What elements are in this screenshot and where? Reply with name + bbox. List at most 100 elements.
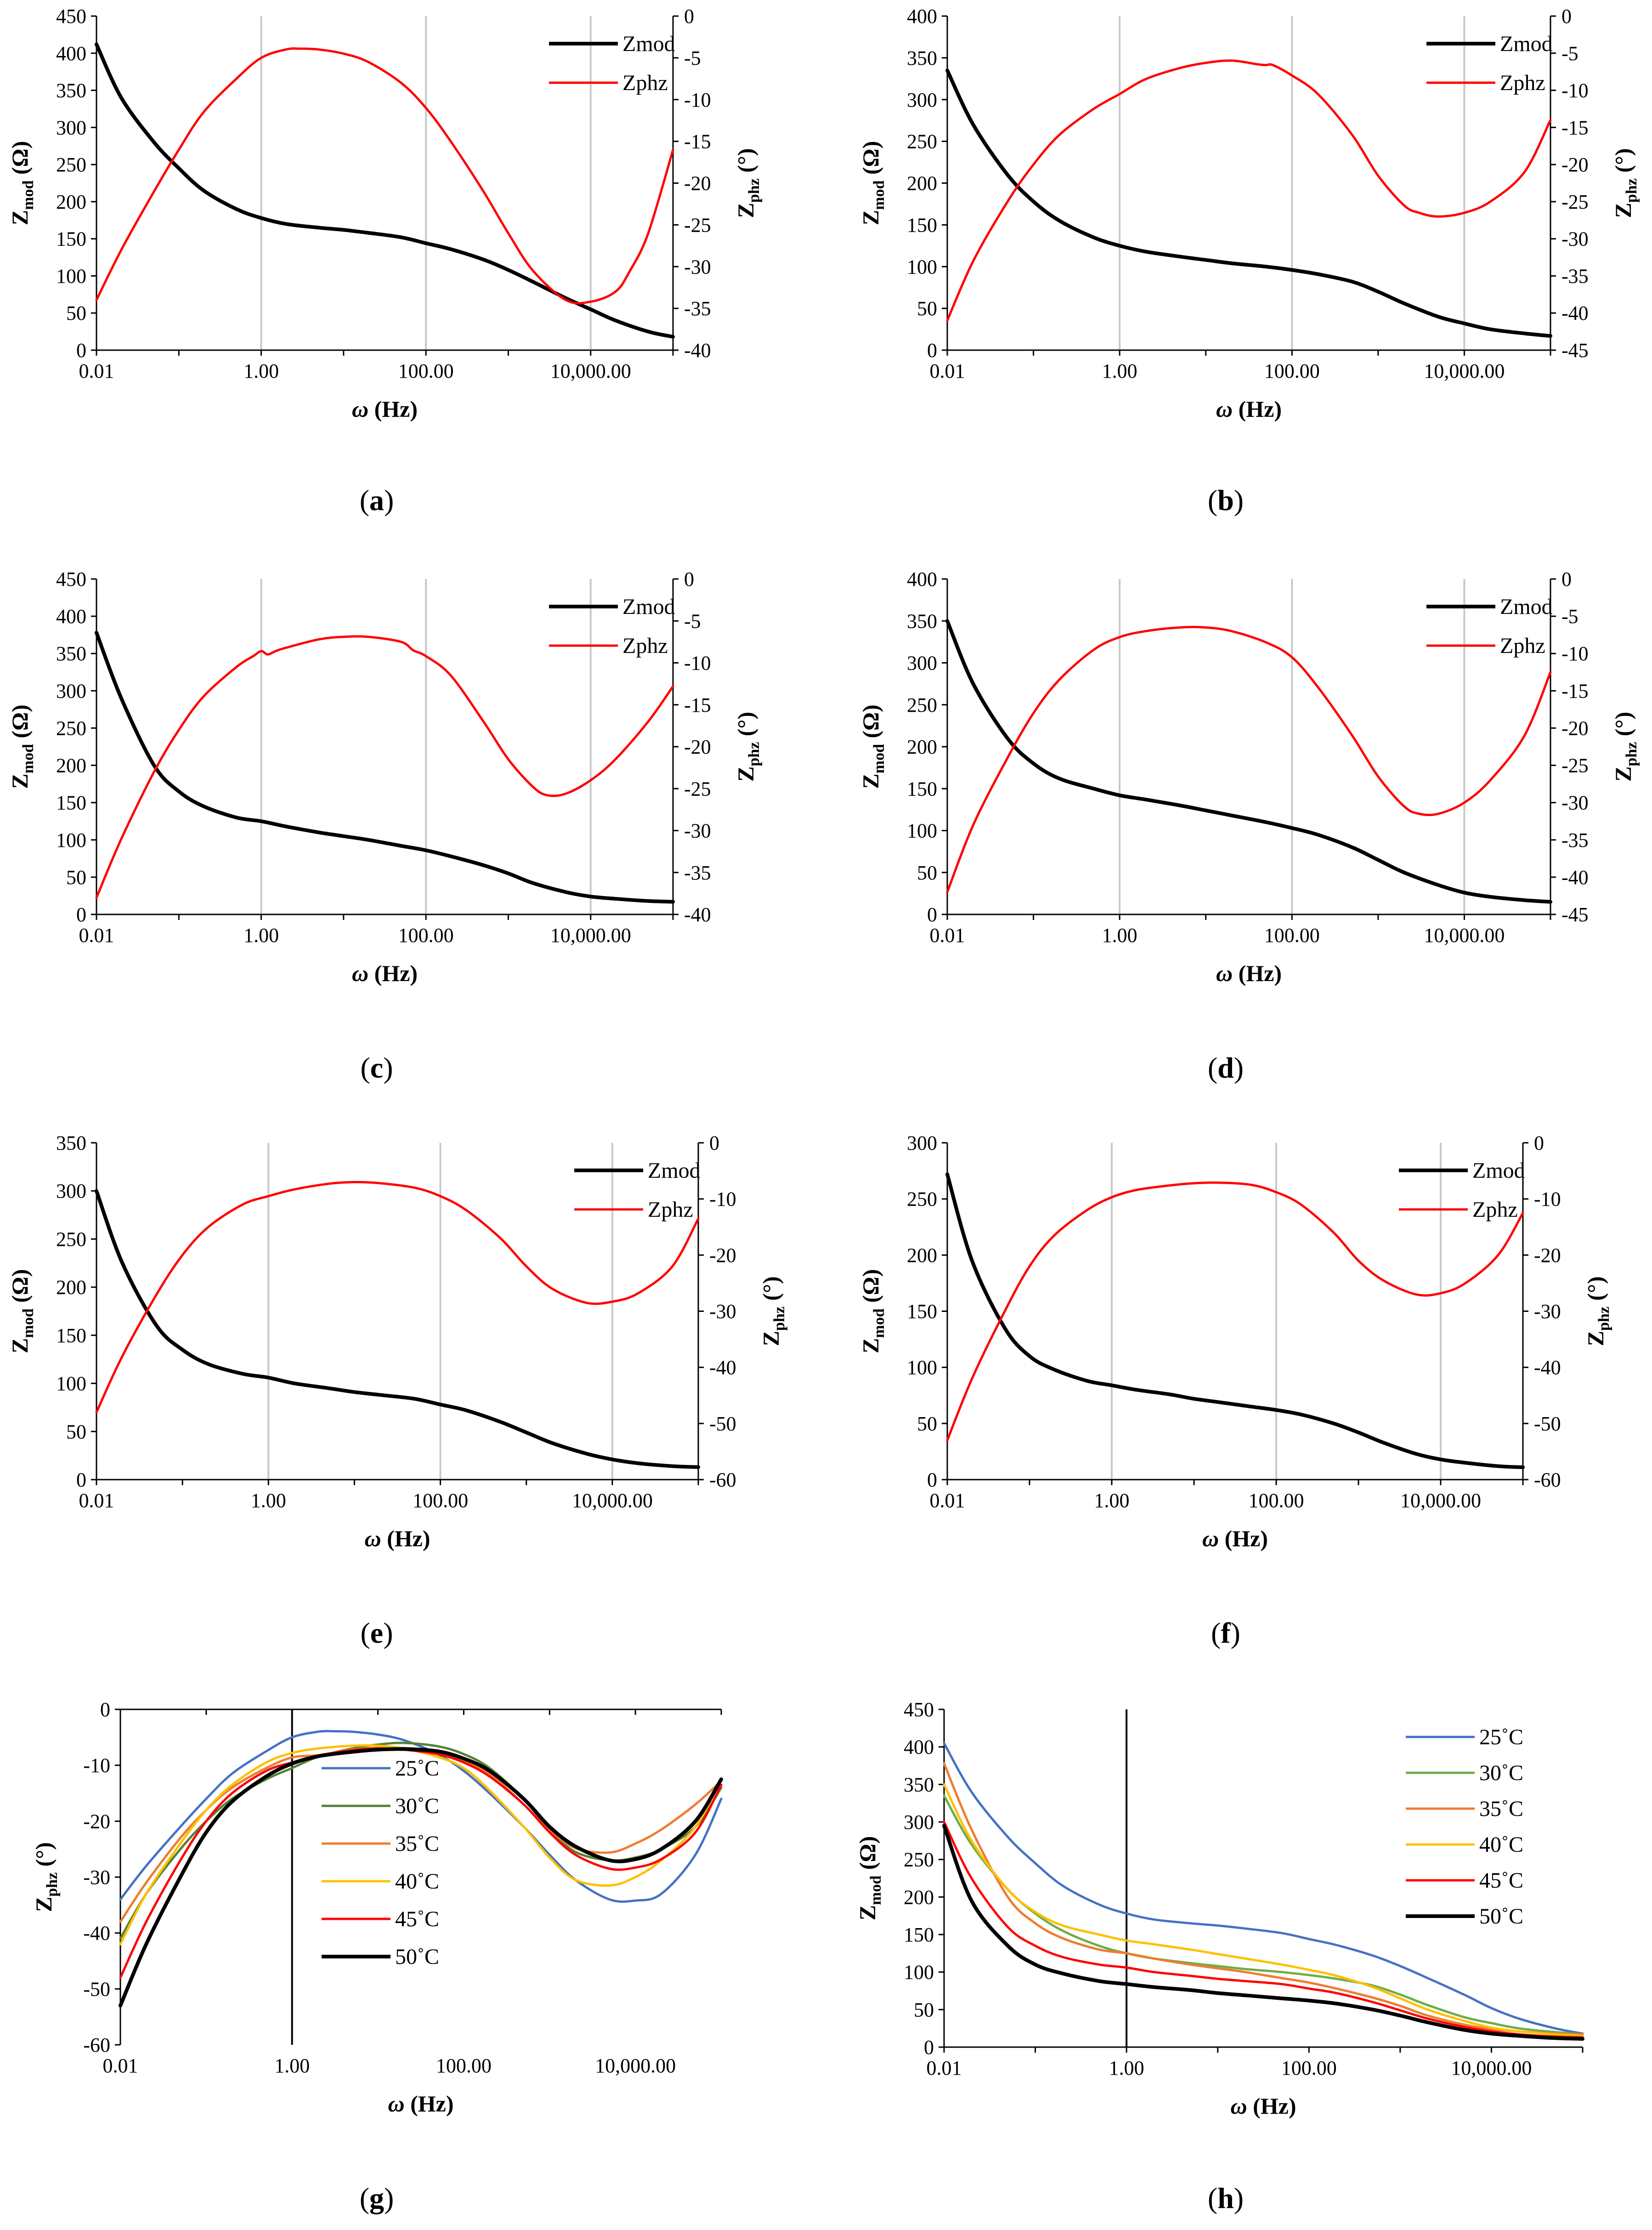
series-line-1: [945, 68, 1552, 338]
x-tick-label: 100.00: [413, 1489, 468, 1512]
series-line-5: [943, 1821, 1584, 2039]
y-tick-label: 50: [917, 1413, 937, 1435]
y2-tick-label: 0: [684, 568, 694, 590]
y-tick-label: 250: [907, 694, 937, 716]
legend: Zmod Zphz: [549, 595, 675, 658]
y-tick-label: 200: [904, 1886, 934, 1908]
legend-label: Zphz: [622, 71, 668, 95]
y2-tick-label: -25: [684, 777, 711, 800]
y-tick-label: 300: [907, 1132, 937, 1154]
y-tick-label: 350: [907, 47, 937, 69]
y2-tick-label: -25: [1561, 755, 1589, 777]
x-axis-label: ω (Hz): [352, 960, 418, 986]
y2-axis-label: Zphz (°): [1583, 1276, 1612, 1346]
y-tick-label: 350: [904, 1773, 934, 1796]
y2-tick-label: -15: [1561, 680, 1589, 702]
series-line-2: [946, 59, 1552, 322]
legend-label: 45˚C: [395, 1907, 439, 1931]
y2-tick-label: -20: [1534, 1244, 1561, 1266]
y2-tick-label: -30: [709, 1300, 736, 1323]
series-line-1: [95, 630, 675, 904]
legend-label: Zphz: [1500, 634, 1545, 658]
legend: Zmod Zphz: [1399, 1158, 1525, 1222]
x-tick-label: 1.00: [243, 924, 279, 947]
x-axis-label: ω (Hz): [1216, 396, 1282, 422]
y2-tick-label: -40: [684, 339, 711, 362]
y-tick-label: 400: [904, 1736, 934, 1759]
y2-tick-label: -60: [1534, 1469, 1561, 1491]
legend-label: Zmod: [648, 1158, 701, 1183]
y2-tick-label: -50: [709, 1413, 736, 1435]
panel-caption: (b): [1208, 484, 1244, 516]
legend-label: 30˚C: [395, 1794, 439, 1818]
x-tick-label: 0.01: [79, 1489, 114, 1512]
legend-label: Zmod: [1500, 32, 1553, 56]
y-tick-label: 350: [56, 1132, 86, 1154]
y2-tick-label: -40: [1561, 302, 1589, 324]
y-tick-label: 250: [907, 1188, 937, 1210]
y-tick-label: 400: [56, 42, 86, 65]
y-axis-label: Zmod (Ω): [854, 1836, 884, 1920]
y-tick-label: 350: [56, 79, 86, 102]
x-tick-label: 0.01: [930, 1489, 965, 1512]
y2-tick-label: 0: [1561, 5, 1572, 28]
chart-panel-d: 0.01 1.00 100.00 10,000.00 0 50 100 150 200 250 30…: [858, 568, 1640, 1084]
y2-tick-label: -10: [1534, 1188, 1561, 1210]
series-line-2: [946, 1181, 1524, 1441]
y2-tick-label: -10: [1561, 79, 1589, 102]
y2-tick-label: -5: [684, 47, 701, 69]
series-line-2: [95, 635, 674, 899]
y-tick-label: 300: [904, 1811, 934, 1833]
y-tick-label: 150: [907, 1300, 937, 1323]
legend: Zmod Zphz: [1426, 32, 1553, 95]
y2-tick-label: -35: [1561, 265, 1589, 287]
x-tick-label: 10,000.00: [1424, 924, 1505, 947]
y2-tick-label: -20: [709, 1244, 736, 1266]
y2-tick-label: -45: [1561, 903, 1589, 926]
panel-caption: (d): [1208, 1051, 1244, 1084]
y2-tick-label: -10: [1561, 642, 1589, 665]
y2-tick-label: -15: [684, 694, 711, 716]
x-axis-label: ω (Hz): [388, 2091, 453, 2117]
y-axis-label: Zmod (Ω): [7, 704, 37, 789]
series-line-1: [945, 619, 1552, 904]
x-tick-label: 100.00: [398, 924, 454, 947]
x-axis-label: ω (Hz): [1202, 1526, 1268, 1551]
y2-tick-label: 0: [684, 5, 694, 28]
series-line-2: [95, 47, 674, 305]
y-axis-label: Zmod (Ω): [858, 141, 888, 225]
y-tick-label: 400: [907, 5, 937, 28]
y2-axis-label: Zphz (°): [1610, 148, 1640, 218]
y-tick-label: 50: [66, 866, 86, 889]
legend-label: Zmod: [622, 32, 675, 56]
panel-caption: (c): [360, 1051, 393, 1084]
y-tick-label: 250: [56, 1228, 86, 1250]
y2-axis-label: Zphz (°): [733, 712, 763, 782]
x-tick-label: 1.00: [1109, 2057, 1144, 2079]
y-tick-label: 450: [904, 1698, 934, 1721]
y-tick-label: 150: [56, 228, 86, 250]
y-tick-label: -60: [83, 2034, 110, 2056]
x-tick-label: 10,000.00: [1424, 360, 1505, 382]
y-tick-label: 0: [927, 339, 937, 362]
y2-tick-label: -5: [1561, 42, 1578, 65]
x-tick-label: 1.00: [1102, 924, 1137, 947]
y-tick-label: 50: [914, 1998, 934, 2021]
y-tick-label: 50: [66, 1420, 86, 1443]
y2-tick-label: -15: [684, 131, 711, 153]
y-tick-label: 150: [56, 1324, 86, 1347]
y-axis-label: Zmod (Ω): [7, 141, 37, 225]
chart-panel-h: 0.01 1.00 100.00 10,000.00 0 50 100 150 200 250 30…: [854, 1698, 1584, 2214]
y2-tick-label: -50: [1534, 1413, 1561, 1435]
series-line-6: [942, 1824, 1584, 2041]
chart-panel-f: 0.01 1.00 100.00 10,000.00 0 50 100 150 200 250 30…: [858, 1132, 1612, 1649]
y-tick-label: 100: [56, 265, 86, 287]
panel-caption: (f): [1211, 1617, 1240, 1649]
y2-tick-label: -35: [684, 297, 711, 320]
y-tick-label: 300: [907, 89, 937, 111]
y-axis-label: Zmod (Ω): [7, 1269, 37, 1353]
x-tick-label: 1.00: [243, 360, 279, 382]
legend-label: Zmod: [1500, 595, 1553, 619]
panel-caption: (a): [360, 484, 394, 516]
legend-label: 45˚C: [1479, 1868, 1523, 1893]
